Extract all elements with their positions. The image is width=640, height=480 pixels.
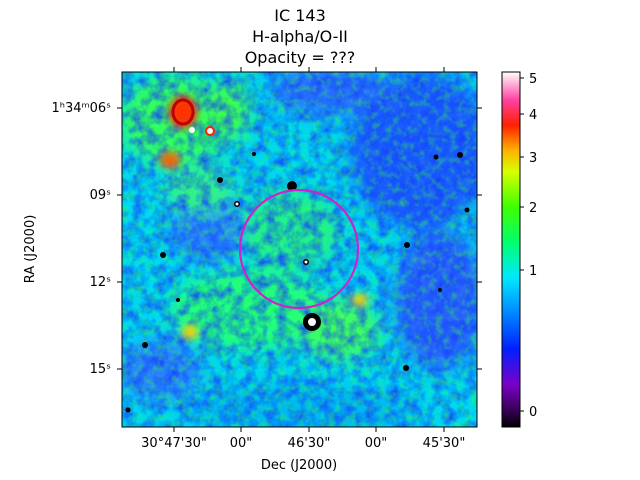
x-tick-label: 45'30" bbox=[423, 436, 466, 451]
y-tick-label: 15ˢ bbox=[90, 362, 112, 377]
colorbar-ticks bbox=[520, 77, 524, 412]
image-title: IC 143 bbox=[274, 6, 326, 25]
colorbar-tick-label: 2 bbox=[529, 201, 537, 216]
x-ticks bbox=[173, 67, 445, 432]
y-tick-label: 1ʰ34ᵐ06ˢ bbox=[51, 101, 111, 116]
colorbar-frame bbox=[501, 71, 521, 428]
aperture-circle bbox=[238, 188, 360, 310]
opacity-label: Opacity = ??? bbox=[244, 48, 356, 67]
y-tick-label: 12ˢ bbox=[90, 275, 112, 290]
y-axis-label: RA (J2000) bbox=[23, 215, 38, 284]
colorbar-tick-label: 4 bbox=[529, 108, 537, 123]
plot-frame bbox=[121, 71, 478, 428]
colorbar-tick-label: 1 bbox=[529, 264, 537, 279]
image-subtitle: H-alpha/O-II bbox=[252, 27, 348, 46]
x-axis-label: Dec (J2000) bbox=[261, 458, 337, 473]
x-tick-label: 30°47'30" bbox=[141, 436, 207, 451]
x-tick-label: 00" bbox=[365, 436, 388, 451]
x-tick-label: 46'30" bbox=[288, 436, 331, 451]
x-tick-label: 00" bbox=[230, 436, 253, 451]
opacity-map bbox=[122, 72, 477, 427]
colorbar-tick-label: 5 bbox=[529, 72, 537, 87]
y-ticks bbox=[117, 107, 482, 370]
colorbar-tick-label: 0 bbox=[529, 405, 537, 420]
colorbar-tick-label: 3 bbox=[529, 151, 537, 166]
colorbar bbox=[502, 72, 520, 427]
y-tick-label: 09ˢ bbox=[90, 188, 112, 203]
